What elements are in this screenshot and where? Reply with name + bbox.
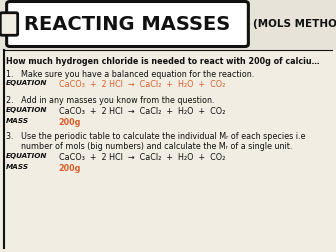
Text: CaCO₃  +  2 HCl  →  CaCl₂  +  H₂O  +  CO₂: CaCO₃ + 2 HCl → CaCl₂ + H₂O + CO₂ [59,153,225,162]
Text: 2.   Add in any masses you know from the question.: 2. Add in any masses you know from the q… [6,96,214,105]
Text: 1.   Make sure you have a balanced equation for the reaction.: 1. Make sure you have a balanced equatio… [6,70,254,79]
FancyBboxPatch shape [0,13,18,35]
Text: REACTING MASSES: REACTING MASSES [25,15,230,34]
Text: CaCO₃  +  2 HCl  →  CaCl₂  +  H₂O  +  CO₂: CaCO₃ + 2 HCl → CaCl₂ + H₂O + CO₂ [59,107,225,116]
Text: (MOLS METHO: (MOLS METHO [253,19,336,29]
Text: EQUATION: EQUATION [6,80,47,86]
Text: How much hydrogen chloride is needed to react with 200g of calciu…: How much hydrogen chloride is needed to … [6,57,320,66]
Text: 3.   Use the periodic table to calculate the individual Mᵣ of each species i.e: 3. Use the periodic table to calculate t… [6,132,305,141]
Bar [0,0,336,50]
Text: MASS: MASS [6,118,29,124]
Text: number of mols (big numbers) and calculate the Mᵣ of a single unit.: number of mols (big numbers) and calcula… [6,142,292,151]
Text: MASS: MASS [6,164,29,170]
Text: 200g: 200g [59,164,81,173]
Text: CaCO₃  +  2 HCl  →  CaCl₂  +  H₂O  +  CO₂: CaCO₃ + 2 HCl → CaCl₂ + H₂O + CO₂ [59,80,225,89]
FancyBboxPatch shape [7,2,248,47]
Text: EQUATION: EQUATION [6,153,47,159]
Text: EQUATION: EQUATION [6,107,47,113]
Text: 200g: 200g [59,118,81,127]
